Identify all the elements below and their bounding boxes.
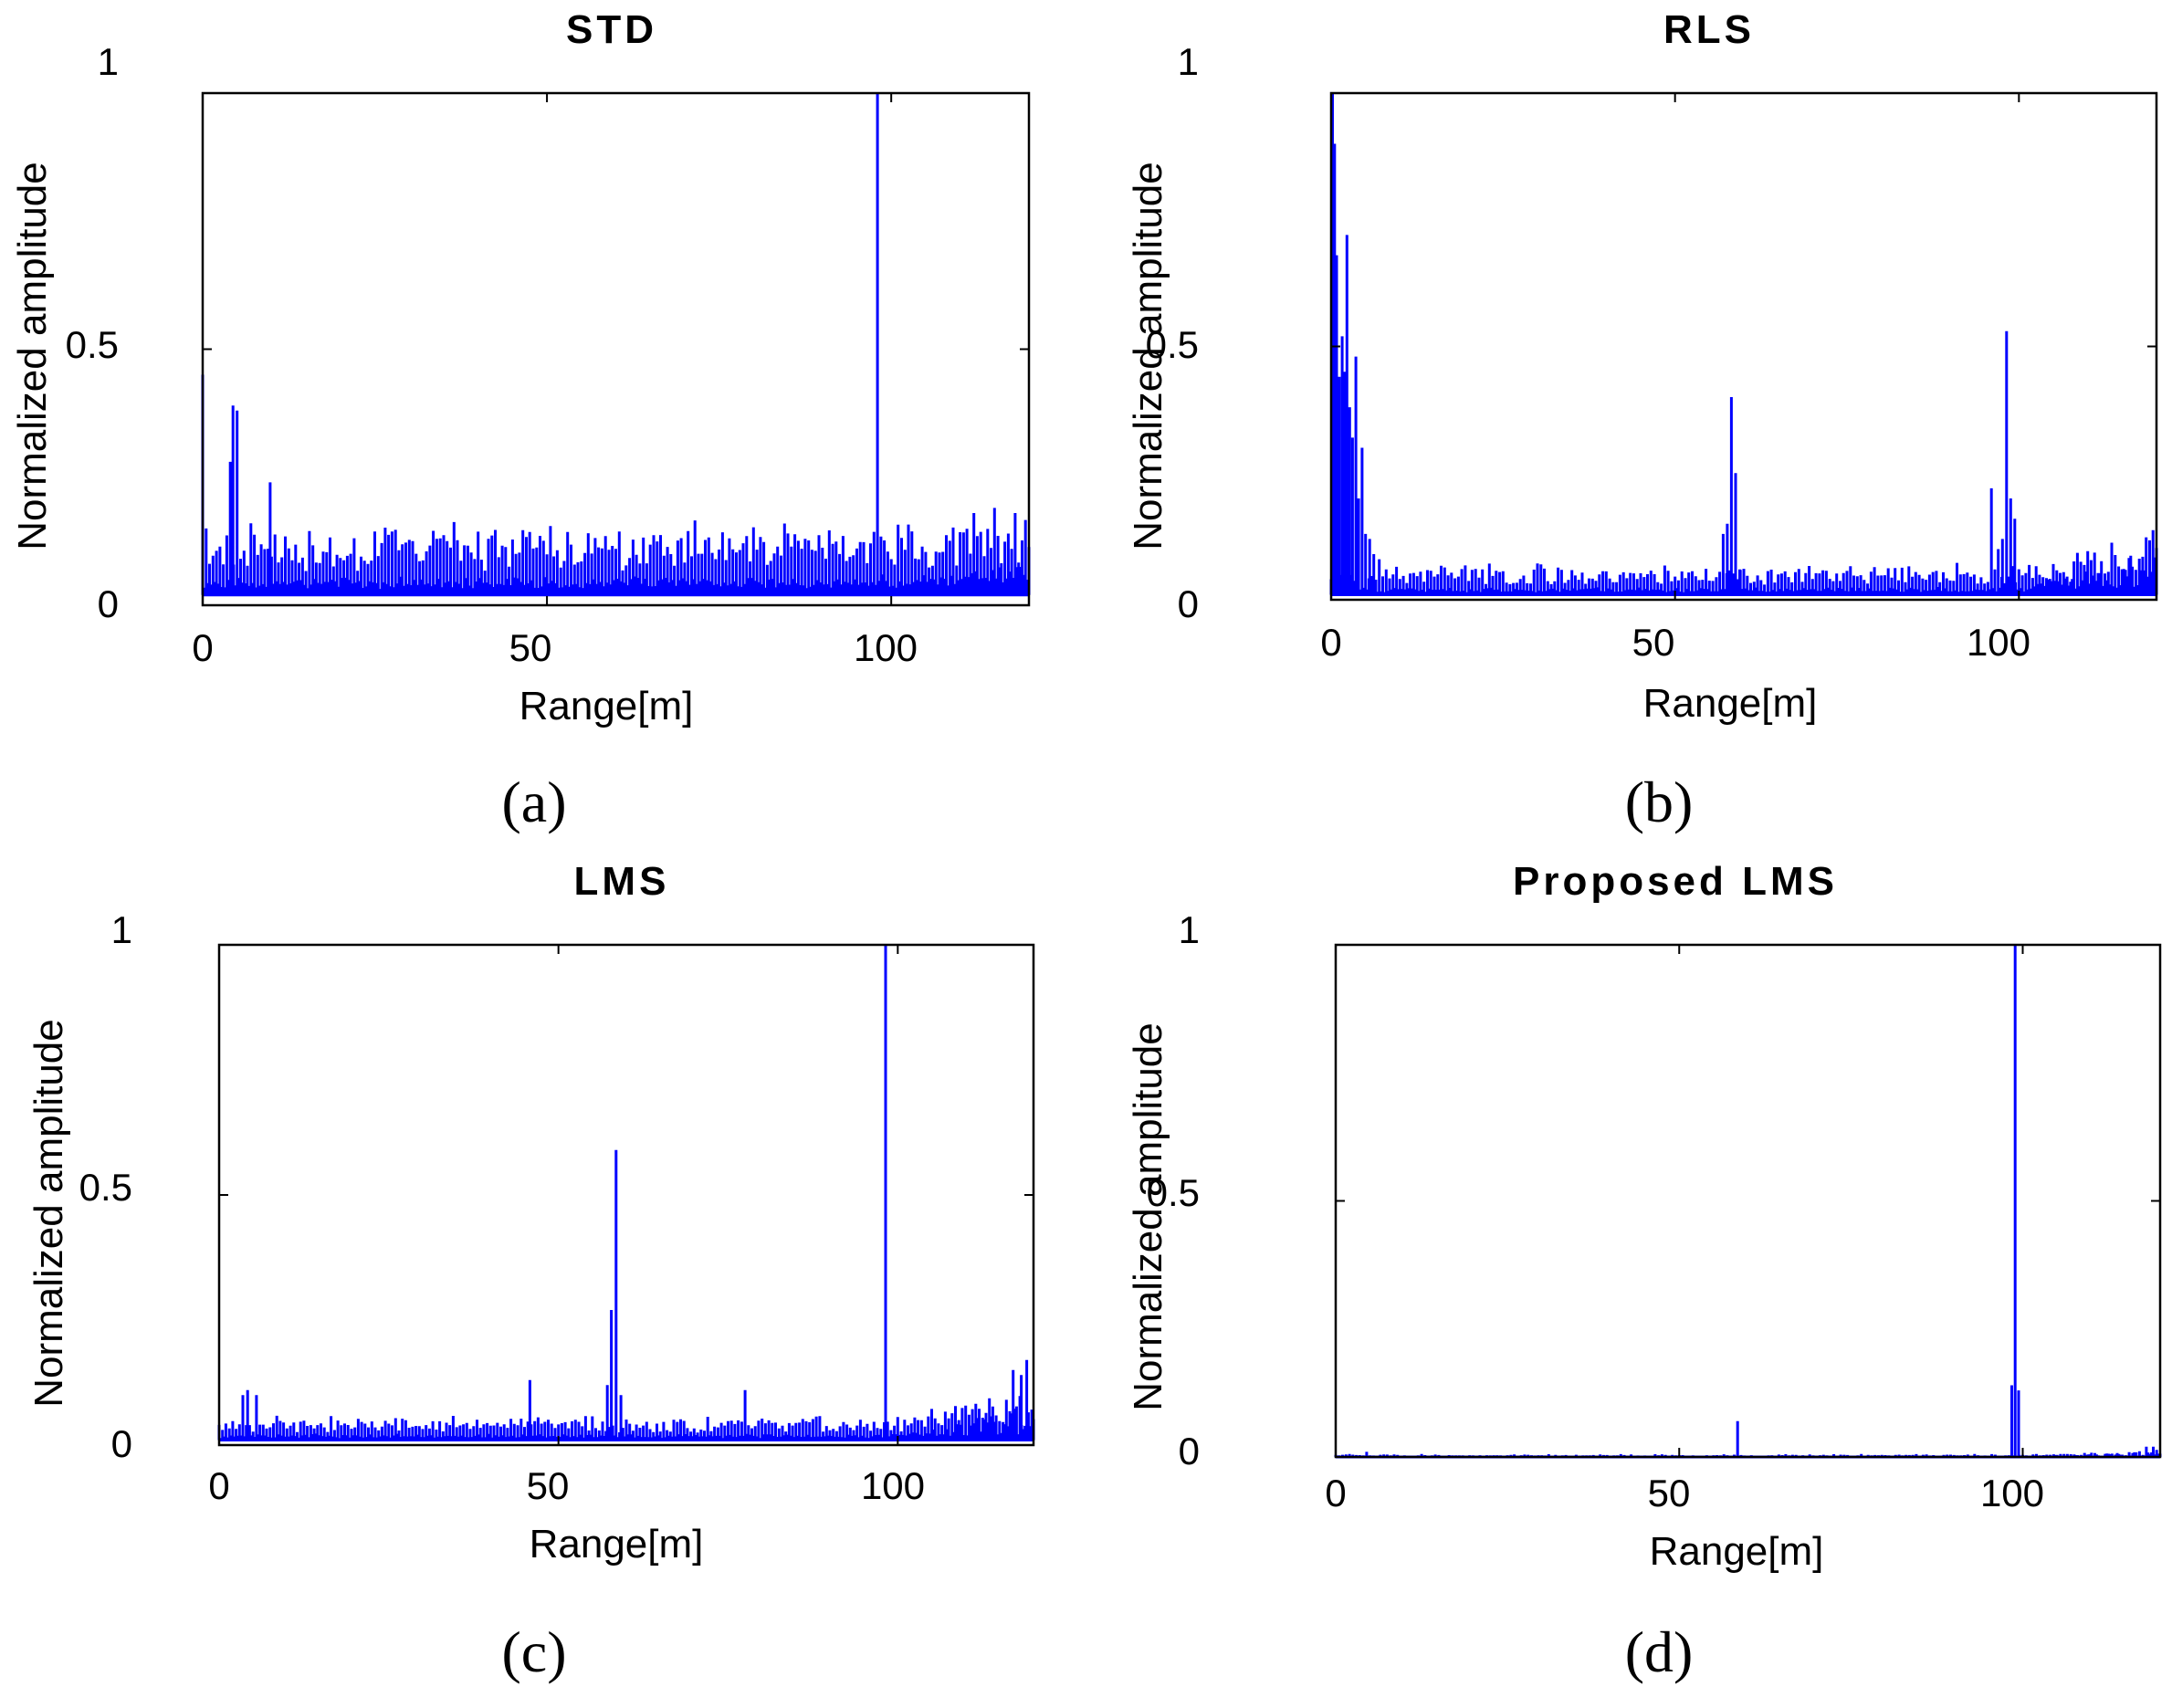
axes-frame xyxy=(201,91,1031,607)
chart-rls: RLS 1 0.5 0 0 50 100 Range[m] Normalized… xyxy=(1126,7,2158,834)
ytick-label-1: 1 xyxy=(1178,40,1199,83)
chart-title: LMS xyxy=(574,859,670,904)
panel-caption: (a) xyxy=(501,770,566,834)
ytick-label-05: 0.5 xyxy=(1146,323,1199,366)
ytick-label-1: 1 xyxy=(98,40,119,83)
x-axis-label: Range[m] xyxy=(1650,1529,1824,1574)
chart-title: RLS xyxy=(1663,7,1755,52)
xtick-label-100: 100 xyxy=(1967,621,2030,664)
y-axis-label: Normalized amplitude xyxy=(10,162,55,550)
panel-caption: (c) xyxy=(501,1619,566,1684)
x-axis-label: Range[m] xyxy=(1643,681,1818,726)
plot-area xyxy=(201,91,1031,607)
ytick-label-05: 0.5 xyxy=(1147,1171,1200,1214)
chart-title: STD xyxy=(566,7,657,52)
panel-caption: (d) xyxy=(1625,1619,1694,1684)
plot-area xyxy=(217,943,1035,1447)
ytick-label-0: 0 xyxy=(1178,582,1199,625)
ytick-label-1: 1 xyxy=(1179,908,1200,951)
ytick-label-1: 1 xyxy=(111,908,132,951)
xtick-label-100: 100 xyxy=(1980,1472,2044,1514)
x-axis-label: Range[m] xyxy=(519,684,694,728)
series-line xyxy=(201,93,1031,595)
xtick-label-50: 50 xyxy=(527,1464,570,1507)
axes-frame xyxy=(1334,943,2162,1459)
axes-frame xyxy=(217,943,1035,1447)
xtick-label-0: 0 xyxy=(192,626,213,669)
series-line xyxy=(1334,945,2162,1457)
xtick-label-50: 50 xyxy=(509,626,552,669)
plot-area xyxy=(1334,943,2162,1459)
y-axis-label: Normalized amplitude xyxy=(1126,162,1170,550)
panel-caption: (b) xyxy=(1625,770,1694,834)
series-line xyxy=(1329,93,2158,595)
plot-area xyxy=(1329,91,2158,602)
ytick-label-05: 0.5 xyxy=(66,323,119,366)
chart-lms: LMS 1 0.5 0 0 50 100 Range[m] Normalized… xyxy=(26,859,1035,1684)
xtick-label-0: 0 xyxy=(1320,621,1341,664)
xtick-label-100: 100 xyxy=(854,626,918,669)
axes-frame xyxy=(1329,91,2158,602)
xtick-label-50: 50 xyxy=(1632,621,1675,664)
xtick-label-0: 0 xyxy=(1325,1472,1346,1514)
panel-b: RLS 1 0.5 0 0 50 100 Range[m] Normalized… xyxy=(1086,0,2172,852)
panel-a: STD 1 0.5 0 0 50 100 Range[m] Normalized… xyxy=(0,0,1086,852)
ytick-label-0: 0 xyxy=(111,1422,132,1465)
xtick-label-50: 50 xyxy=(1648,1472,1691,1514)
ytick-label-05: 0.5 xyxy=(79,1166,132,1209)
y-axis-label: Normalized amplitude xyxy=(1126,1022,1170,1411)
x-axis-label: Range[m] xyxy=(530,1522,704,1567)
chart-proposed-lms: Proposed LMS 1 0.5 0 0 50 100 Range[m] N… xyxy=(1126,859,2162,1684)
xtick-label-100: 100 xyxy=(861,1464,925,1507)
xtick-label-0: 0 xyxy=(208,1464,229,1507)
panel-c: LMS 1 0.5 0 0 50 100 Range[m] Normalized… xyxy=(0,852,1086,1703)
chart-title: Proposed LMS xyxy=(1513,859,1838,904)
ytick-label-0: 0 xyxy=(1179,1430,1200,1472)
y-axis-label: Normalized amplitude xyxy=(26,1019,71,1408)
ytick-label-0: 0 xyxy=(98,582,119,625)
panel-d: Proposed LMS 1 0.5 0 0 50 100 Range[m] N… xyxy=(1086,852,2172,1703)
series-line xyxy=(217,945,1035,1441)
chart-std: STD 1 0.5 0 0 50 100 Range[m] Normalized… xyxy=(10,7,1031,834)
